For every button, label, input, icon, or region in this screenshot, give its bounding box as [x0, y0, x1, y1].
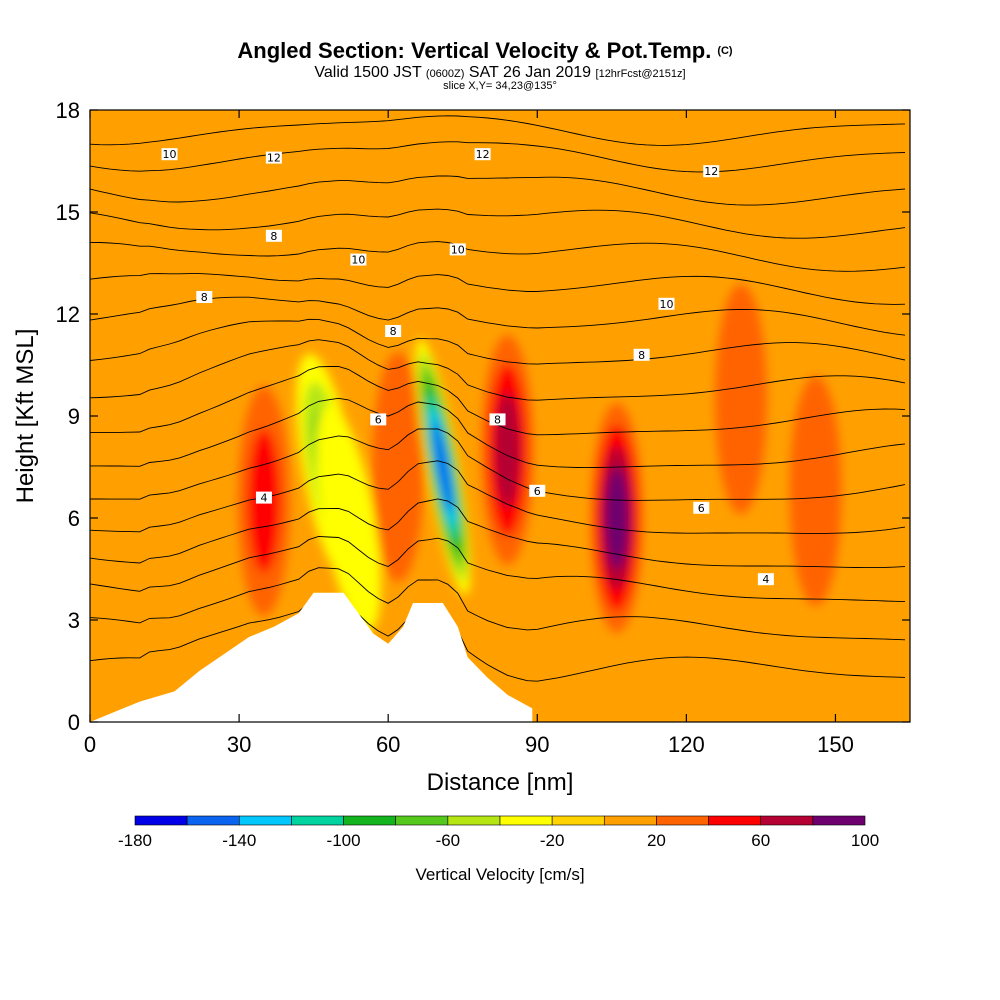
- colorbar-swatch: [551, 815, 605, 826]
- colorbar-swatch: [238, 815, 292, 826]
- theta-contour: [90, 535, 906, 603]
- colorbar-swatch: [186, 815, 240, 826]
- theta-contour: [90, 141, 906, 173]
- theta-contour: [90, 318, 906, 365]
- colorbar-swatch: [343, 815, 397, 826]
- contour-label: 6: [693, 501, 710, 515]
- y-tick-label: 12: [56, 302, 80, 327]
- valid-time-line: Valid 1500 JST (0600Z) SAT 26 Jan 2019 […: [314, 64, 685, 81]
- contour-label: 6: [529, 484, 546, 498]
- colorbar-swatch: [603, 815, 657, 826]
- chart-title: Angled Section: Vertical Velocity & Pot.…: [237, 38, 733, 63]
- colorbar-swatch: [134, 815, 188, 826]
- colorbar-swatch: [812, 815, 866, 826]
- colorbar-tick-label: 100: [851, 831, 879, 850]
- svg-text:8: 8: [638, 349, 645, 362]
- colorbar-swatch: [708, 815, 762, 826]
- colorbar-tick-label: -60: [436, 831, 461, 850]
- colorbar-swatch: [499, 815, 553, 826]
- svg-text:6: 6: [698, 502, 705, 515]
- theta-contour: [90, 296, 906, 336]
- colorbar-tick-label: -100: [327, 831, 361, 850]
- theta-contour: [90, 339, 906, 401]
- x-tick-label: 0: [84, 732, 96, 757]
- x-tick-label: 150: [817, 732, 854, 757]
- theta-contour: [90, 428, 906, 501]
- theta-contour: [90, 241, 906, 272]
- y-tick-label: 15: [56, 200, 80, 225]
- svg-text:4: 4: [260, 492, 267, 505]
- colorbar-label: Vertical Velocity [cm/s]: [415, 865, 584, 884]
- contour-label: 4: [255, 491, 272, 505]
- colorbar-tick-label: -20: [540, 831, 565, 850]
- velocity-cell: [433, 421, 453, 513]
- svg-text:10: 10: [659, 298, 673, 311]
- svg-text:8: 8: [201, 291, 208, 304]
- svg-text:8: 8: [270, 230, 277, 243]
- x-tick-label: 60: [376, 732, 400, 757]
- y-axis-label: Height [Kft MSL]: [12, 329, 39, 504]
- theta-contour: [90, 498, 906, 569]
- y-tick-label: 9: [68, 404, 80, 429]
- svg-text:10: 10: [451, 243, 465, 256]
- theta-contour: [90, 175, 906, 206]
- velocity-cell: [789, 375, 842, 606]
- colorbar-tick-label: 60: [751, 831, 770, 850]
- contour-label: 12: [703, 165, 720, 178]
- x-tick-label: 90: [525, 732, 549, 757]
- y-tick-label: 18: [56, 98, 80, 123]
- contour-label: 8: [265, 229, 282, 243]
- contour-label: 4: [757, 573, 774, 586]
- svg-text:4: 4: [762, 573, 769, 586]
- theta-contour: [90, 567, 906, 641]
- colorbar-swatch: [656, 815, 709, 826]
- contour-label: 10: [161, 148, 178, 161]
- theta-contour: [90, 115, 906, 146]
- contour-label: 8: [196, 291, 213, 304]
- x-tick-label: 120: [668, 732, 705, 757]
- theta-contour: [90, 598, 906, 682]
- svg-text:6: 6: [375, 413, 382, 426]
- svg-text:8: 8: [494, 413, 501, 426]
- velocity-cell: [715, 284, 768, 514]
- y-tick-label: 6: [68, 506, 80, 531]
- colorbar-swatch: [760, 815, 814, 826]
- contour-label: 12: [265, 151, 282, 165]
- svg-text:8: 8: [390, 325, 397, 338]
- theta-contour: [90, 397, 906, 469]
- velocity-cell: [605, 467, 629, 569]
- theta-contour: [90, 273, 906, 305]
- svg-text:6: 6: [534, 485, 541, 498]
- contour-label: 8: [489, 413, 506, 426]
- colorbar-swatch: [395, 815, 449, 826]
- theta-contour: [90, 460, 906, 534]
- svg-text:10: 10: [163, 148, 177, 161]
- svg-text:10: 10: [351, 254, 365, 267]
- svg-text:12: 12: [704, 165, 718, 178]
- x-axis-label: Distance [nm]: [427, 769, 574, 796]
- contour-label: 8: [385, 325, 402, 338]
- velocity-cell: [315, 404, 381, 632]
- contour-label: 10: [350, 253, 367, 267]
- svg-text:12: 12: [476, 148, 490, 161]
- colorbar-tick-label: -180: [118, 831, 152, 850]
- colorbar-tick-label: -140: [222, 831, 256, 850]
- y-tick-label: 3: [68, 608, 80, 633]
- terrain-mask: [90, 592, 910, 722]
- contour-label: 10: [658, 297, 675, 311]
- contour-label: 10: [449, 243, 466, 256]
- svg-text:12: 12: [267, 152, 281, 165]
- y-tick-label: 0: [68, 710, 80, 735]
- velocity-cell: [372, 352, 425, 582]
- contour-label: 8: [633, 348, 650, 362]
- colorbar-swatch: [291, 815, 344, 826]
- contour-label: 6: [370, 413, 387, 426]
- colorbar-swatch: [447, 815, 501, 826]
- slice-info: slice X,Y= 34,23@135°: [443, 80, 557, 92]
- theta-contour: [90, 208, 906, 239]
- contour-label: 12: [474, 148, 491, 161]
- colorbar-tick-label: 20: [647, 831, 666, 850]
- x-tick-label: 30: [227, 732, 251, 757]
